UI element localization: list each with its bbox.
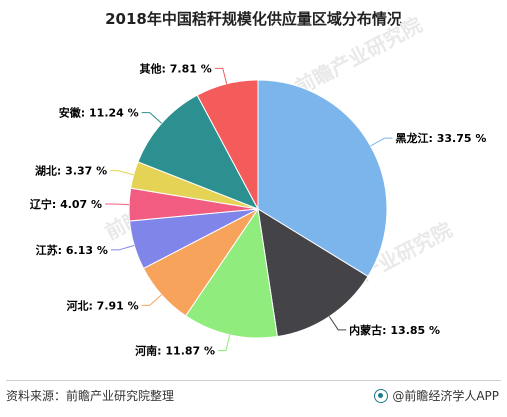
connector-其他 xyxy=(214,67,228,84)
footer-divider xyxy=(6,380,501,381)
connector-河南 xyxy=(218,334,231,351)
label-河北: 河北: 7.91 % xyxy=(66,298,138,312)
label-江苏: 江苏: 6.13 % xyxy=(36,243,108,257)
connector-湖北 xyxy=(110,170,134,176)
connector-内蒙古 xyxy=(328,316,347,331)
brand-logo-icon xyxy=(374,388,389,403)
pie-slice-河南 xyxy=(184,207,278,339)
footer: 资料来源：前瞻产业研究院整理 @前瞻经济学人APP xyxy=(0,378,507,417)
label-湖北: 湖北: 3.37 % xyxy=(35,164,107,178)
label-河南: 河南: 11.87 % xyxy=(135,343,215,357)
connector-河北 xyxy=(141,294,162,306)
pie-slice-其他 xyxy=(196,79,259,210)
connector-辽宁 xyxy=(105,203,130,206)
pie-labels: 黑龙江: 33.75 % 内蒙古: 13.85 % 河南: 11.87 % 河北: 7… xyxy=(30,61,487,357)
chart-title: 2018年中国秸秆规模化供应量区域分布情况 xyxy=(105,10,402,28)
pie-chart: 前瞻产业研究院前瞻产业研究院前瞻产业研究院 黑龙江: 33.75 %内蒙古: 1… xyxy=(30,12,487,357)
watermark-text: 前瞻产业研究院 xyxy=(291,12,426,99)
connector-江苏 xyxy=(110,244,135,251)
brand-text: @前瞻经济学人APP xyxy=(392,389,499,403)
label-内蒙古: 内蒙古: 13.85 % xyxy=(349,323,440,337)
brand: @前瞻经济学人APP xyxy=(374,387,499,404)
label-辽宁: 辽宁: 4.07 % xyxy=(30,197,102,211)
connector-黑龙江 xyxy=(370,137,393,147)
label-其他: 其他: 7.81 % xyxy=(140,61,212,75)
source-note: 资料来源：前瞻产业研究院整理 xyxy=(6,389,175,403)
label-黑龙江: 黑龙江: 33.75 % xyxy=(396,131,487,145)
label-安徽: 安徽: 11.24 % xyxy=(59,106,139,120)
connector-安徽 xyxy=(141,112,162,124)
pie-slices xyxy=(128,79,388,339)
pie-slice-黑龙江 xyxy=(257,79,388,278)
